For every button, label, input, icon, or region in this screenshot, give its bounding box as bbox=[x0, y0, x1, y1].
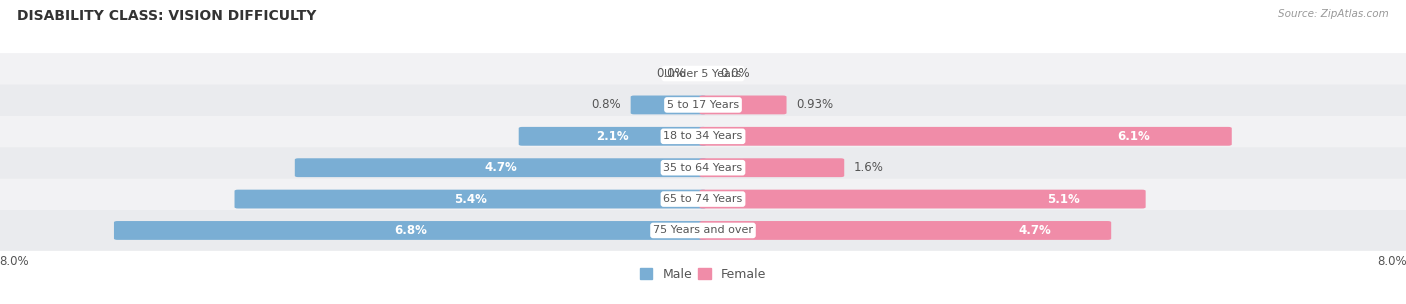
Legend: Male, Female: Male, Female bbox=[636, 263, 770, 286]
Text: 35 to 64 Years: 35 to 64 Years bbox=[664, 163, 742, 173]
Text: 0.93%: 0.93% bbox=[796, 98, 834, 112]
FancyBboxPatch shape bbox=[0, 147, 1406, 188]
FancyBboxPatch shape bbox=[0, 85, 1406, 125]
Text: 5 to 17 Years: 5 to 17 Years bbox=[666, 100, 740, 110]
Text: 0.8%: 0.8% bbox=[592, 98, 621, 112]
FancyBboxPatch shape bbox=[700, 221, 1111, 240]
FancyBboxPatch shape bbox=[114, 221, 706, 240]
Text: 4.7%: 4.7% bbox=[1018, 224, 1052, 237]
FancyBboxPatch shape bbox=[235, 190, 706, 209]
Text: Under 5 Years: Under 5 Years bbox=[665, 68, 741, 78]
Text: Source: ZipAtlas.com: Source: ZipAtlas.com bbox=[1278, 9, 1389, 19]
FancyBboxPatch shape bbox=[0, 210, 1406, 251]
Text: 6.1%: 6.1% bbox=[1118, 130, 1150, 143]
FancyBboxPatch shape bbox=[700, 190, 1146, 209]
FancyBboxPatch shape bbox=[519, 127, 706, 146]
Text: 5.1%: 5.1% bbox=[1047, 192, 1080, 206]
FancyBboxPatch shape bbox=[0, 53, 1406, 94]
Text: 5.4%: 5.4% bbox=[454, 192, 486, 206]
Text: 65 to 74 Years: 65 to 74 Years bbox=[664, 194, 742, 204]
Text: 1.6%: 1.6% bbox=[853, 161, 883, 174]
Text: DISABILITY CLASS: VISION DIFFICULTY: DISABILITY CLASS: VISION DIFFICULTY bbox=[17, 9, 316, 23]
Text: 6.8%: 6.8% bbox=[394, 224, 426, 237]
Text: 75 Years and over: 75 Years and over bbox=[652, 226, 754, 236]
FancyBboxPatch shape bbox=[0, 116, 1406, 157]
Text: 4.7%: 4.7% bbox=[484, 161, 517, 174]
FancyBboxPatch shape bbox=[0, 179, 1406, 219]
FancyBboxPatch shape bbox=[700, 127, 1232, 146]
Text: 18 to 34 Years: 18 to 34 Years bbox=[664, 131, 742, 141]
FancyBboxPatch shape bbox=[295, 158, 706, 177]
FancyBboxPatch shape bbox=[700, 95, 786, 114]
FancyBboxPatch shape bbox=[700, 158, 844, 177]
Text: 0.0%: 0.0% bbox=[720, 67, 749, 80]
Text: 0.0%: 0.0% bbox=[657, 67, 686, 80]
FancyBboxPatch shape bbox=[631, 95, 706, 114]
Text: 2.1%: 2.1% bbox=[596, 130, 628, 143]
